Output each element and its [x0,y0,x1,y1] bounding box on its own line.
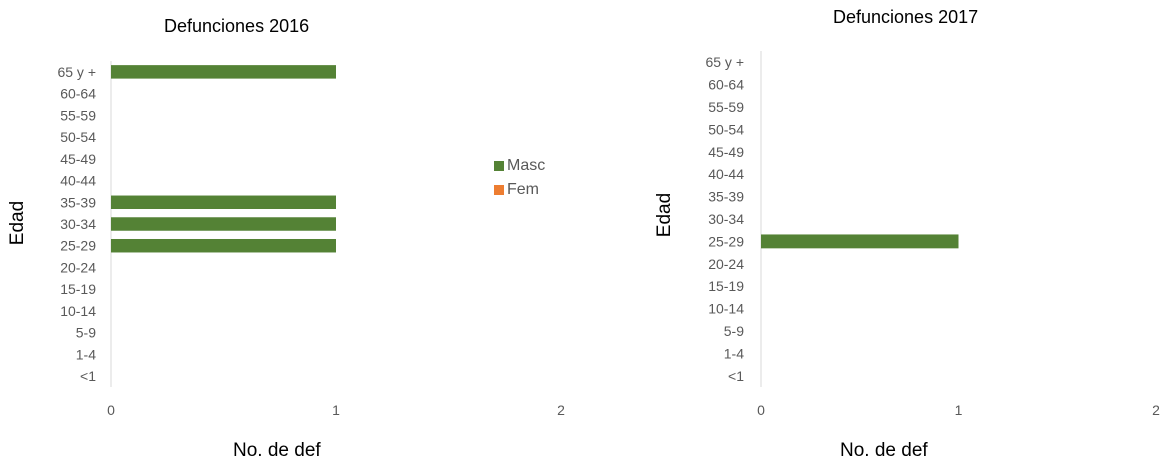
category-label-2016: 60-64 [60,86,96,102]
category-label-2016: 20-24 [60,259,96,275]
bar-masc-2016 [111,217,336,231]
category-label-2016: 30-34 [60,216,96,232]
category-label-2016: 1-4 [76,346,96,362]
category-label-2016: 55-59 [60,107,96,123]
bar-masc-2016 [111,238,336,253]
category-label-2017: 15-19 [708,278,744,294]
x-tick-label-2016: 0 [107,402,115,418]
legend: Masc Fem [494,154,545,202]
bar-masc-2016 [111,65,336,79]
legend-swatch-masc [494,161,504,171]
x-tick-label-2017: 0 [757,402,765,418]
category-label-2017: 5-9 [724,323,744,339]
x-tick-label-2016: 1 [332,402,340,418]
x-tick-label-2017: 1 [955,402,963,418]
category-label-2016: 40-44 [60,173,96,189]
category-label-2017: 25-29 [708,233,744,249]
category-label-2016: 50-54 [60,129,96,145]
legend-item-fem: Fem [494,178,545,202]
bar-masc-2016 [111,195,336,210]
category-label-2017: 50-54 [708,121,744,137]
category-label-2017: 65 y + [705,54,744,70]
category-label-2016: 35-39 [60,194,96,210]
category-label-2016: 65 y + [57,64,96,80]
chart-title-2016: Defunciones 2016 [164,16,310,36]
legend-label-masc: Masc [507,157,546,174]
legend-swatch-fem [494,185,504,195]
category-label-2017: 20-24 [708,256,744,272]
x-tick-label-2017: 2 [1152,402,1160,418]
category-label-2017: 55-59 [708,99,744,115]
legend-item-masc: Masc [494,154,545,178]
legend-label-fem: Fem [507,181,539,198]
category-label-2016: 25-29 [60,238,96,254]
category-label-2017: 30-34 [708,211,744,227]
x-tick-label-2016: 2 [557,402,565,418]
category-label-2017: 40-44 [708,166,744,182]
category-label-2016: 15-19 [60,281,96,297]
category-label-2017: 10-14 [708,301,744,317]
x-axis-label-2017: No. de def [840,440,928,461]
x-axis-label-2016: No. de def [233,440,321,461]
category-label-2017: 35-39 [708,189,744,205]
category-label-2017: 45-49 [708,144,744,160]
category-label-2016: 45-49 [60,151,96,167]
category-label-2016: <1 [80,368,96,384]
category-label-2017: <1 [728,368,744,384]
category-label-2016: 5-9 [76,325,96,341]
category-label-2016: 10-14 [60,303,96,319]
chart-title-2017: Defunciones 2017 [833,7,979,27]
category-label-2017: 1-4 [724,345,744,361]
category-label-2017: 60-64 [708,77,744,93]
bar-masc-2017 [761,234,959,249]
